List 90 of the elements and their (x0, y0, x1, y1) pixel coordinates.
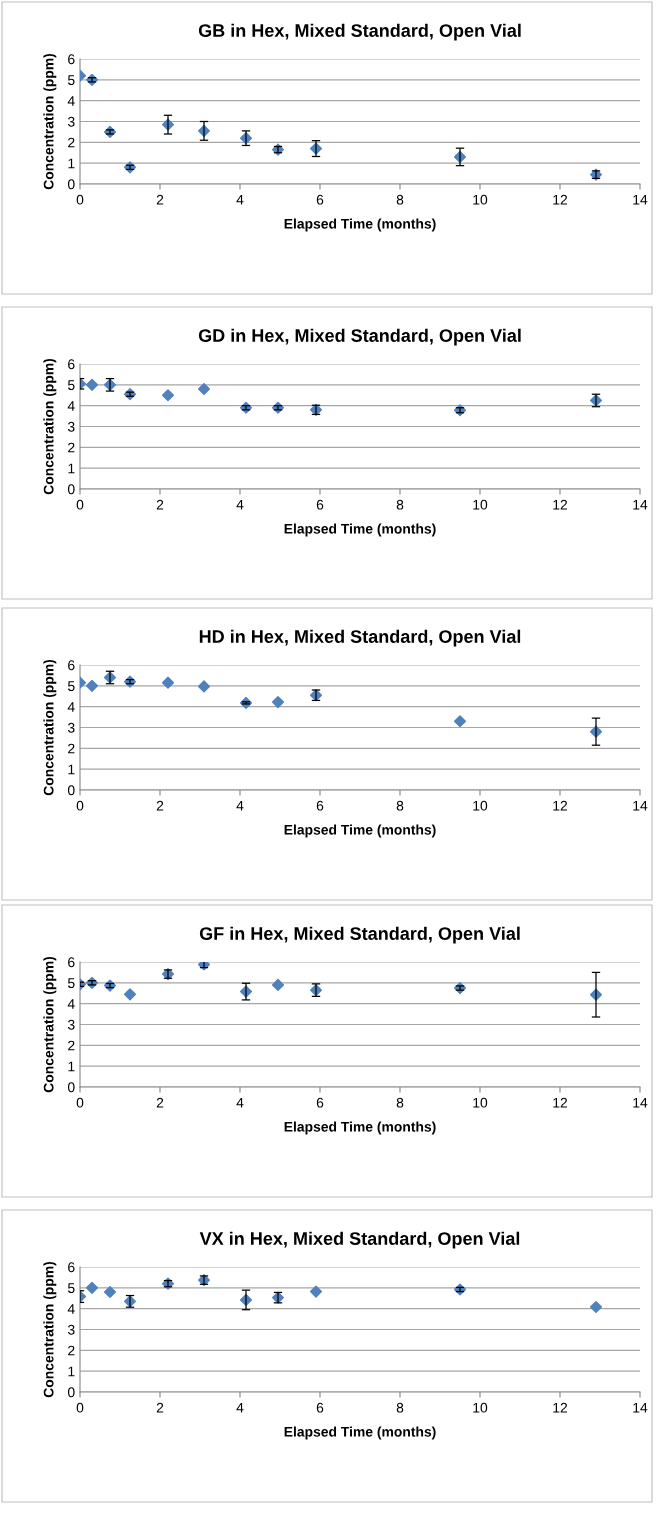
x-tick-label: 10 (473, 194, 488, 205)
y-tick-label: 4 (67, 702, 75, 712)
x-tick-label: 12 (553, 194, 568, 205)
x-axis-title: Elapsed Time (months) (284, 1426, 436, 1440)
x-tick-label: 6 (316, 800, 324, 811)
x-tick-label: 8 (396, 1402, 404, 1413)
y-tick-label: 3 (67, 1324, 75, 1335)
chart-title: GF in Hex, Mixed Standard, Open Vial (199, 926, 520, 944)
y-axis-title: Concentration (ppm) (43, 956, 57, 1093)
x-axis-title: Elapsed Time (months) (284, 523, 436, 537)
y-axis-title: Concentration (ppm) (43, 358, 57, 495)
y-tick-label: 5 (67, 380, 75, 390)
x-axis-title: Elapsed Time (months) (284, 1121, 436, 1135)
x-tick-label: 0 (76, 800, 84, 811)
x-tick-label: 2 (156, 1402, 164, 1413)
x-tick-label: 2 (156, 194, 164, 205)
x-tick-label: 14 (633, 194, 648, 205)
x-tick-label: 14 (633, 1097, 648, 1108)
y-tick-label: 4 (67, 999, 75, 1009)
x-tick-label: 8 (396, 1097, 404, 1108)
y-tick-label: 1 (68, 1061, 75, 1072)
x-tick-label: 6 (316, 194, 324, 205)
y-tick-label: 6 (68, 54, 75, 65)
y-tick-label: 5 (67, 681, 75, 691)
x-tick-label: 8 (396, 800, 404, 811)
y-tick-label: 3 (67, 421, 75, 432)
x-tick-label: 2 (156, 800, 164, 811)
x-tick-label: 4 (236, 800, 244, 811)
y-axis-title: Concentration (ppm) (43, 1261, 57, 1398)
y-tick-label: 0 (67, 484, 75, 495)
x-tick-label: 10 (473, 800, 488, 811)
y-tick-label: 2 (68, 1040, 75, 1051)
y-tick-label: 2 (68, 1345, 75, 1356)
y-tick-label: 1 (68, 1366, 75, 1377)
x-tick-label: 14 (633, 1402, 648, 1413)
x-tick-label: 14 (633, 499, 648, 510)
x-tick-label: 10 (473, 499, 488, 510)
x-tick-label: 14 (633, 800, 648, 811)
x-tick-label: 0 (76, 1402, 84, 1413)
x-tick-label: 2 (156, 499, 164, 510)
y-tick-label: 5 (67, 1283, 75, 1293)
x-tick-label: 4 (236, 1402, 244, 1413)
x-tick-label: 8 (396, 194, 404, 205)
x-tick-label: 12 (553, 1097, 568, 1108)
y-tick-label: 0 (67, 179, 75, 190)
x-tick-label: 12 (553, 499, 568, 510)
x-tick-label: 10 (473, 1097, 488, 1108)
y-tick-label: 0 (67, 785, 75, 796)
y-tick-label: 2 (68, 137, 75, 148)
y-tick-label: 0 (67, 1082, 75, 1093)
chart-title: GB in Hex, Mixed Standard, Open Vial (198, 23, 521, 41)
chart-title: GD in Hex, Mixed Standard, Open Vial (198, 328, 521, 346)
y-axis-title: Concentration (ppm) (43, 659, 57, 796)
x-tick-label: 6 (316, 1097, 324, 1108)
x-tick-label: 0 (76, 194, 84, 205)
x-tick-label: 2 (156, 1097, 164, 1108)
y-tick-label: 4 (67, 96, 75, 106)
y-tick-label: 2 (68, 442, 75, 453)
x-axis-title: Elapsed Time (months) (284, 824, 436, 838)
y-tick-label: 5 (67, 978, 75, 988)
y-tick-label: 6 (68, 1262, 75, 1273)
x-tick-label: 4 (236, 1097, 244, 1108)
y-tick-label: 6 (68, 660, 75, 671)
y-tick-label: 3 (67, 116, 75, 127)
chart-title: VX in Hex, Mixed Standard, Open Vial (199, 1231, 520, 1249)
y-tick-label: 2 (68, 743, 75, 754)
x-tick-label: 4 (236, 499, 244, 510)
x-tick-label: 0 (76, 1097, 84, 1108)
x-axis-title: Elapsed Time (months) (284, 218, 436, 232)
x-tick-label: 12 (553, 800, 568, 811)
x-tick-label: 8 (396, 499, 404, 510)
chart-title: HD in Hex, Mixed Standard, Open Vial (199, 629, 521, 647)
y-tick-label: 1 (68, 764, 75, 775)
y-tick-label: 6 (68, 359, 75, 370)
x-tick-label: 0 (76, 499, 84, 510)
y-tick-label: 0 (67, 1387, 75, 1398)
y-tick-label: 1 (68, 463, 75, 474)
y-axis-title: Concentration (ppm) (43, 53, 57, 190)
y-tick-label: 3 (67, 722, 75, 733)
y-tick-label: 6 (68, 957, 75, 968)
x-tick-label: 6 (316, 1402, 324, 1413)
y-tick-label: 3 (67, 1019, 75, 1030)
y-tick-label: 4 (67, 401, 75, 411)
y-tick-label: 4 (67, 1304, 75, 1314)
y-tick-label: 5 (67, 75, 75, 85)
x-tick-label: 10 (473, 1402, 488, 1413)
y-tick-label: 1 (68, 158, 75, 169)
x-tick-label: 4 (236, 194, 244, 205)
x-tick-label: 12 (553, 1402, 568, 1413)
x-tick-label: 6 (316, 499, 324, 510)
